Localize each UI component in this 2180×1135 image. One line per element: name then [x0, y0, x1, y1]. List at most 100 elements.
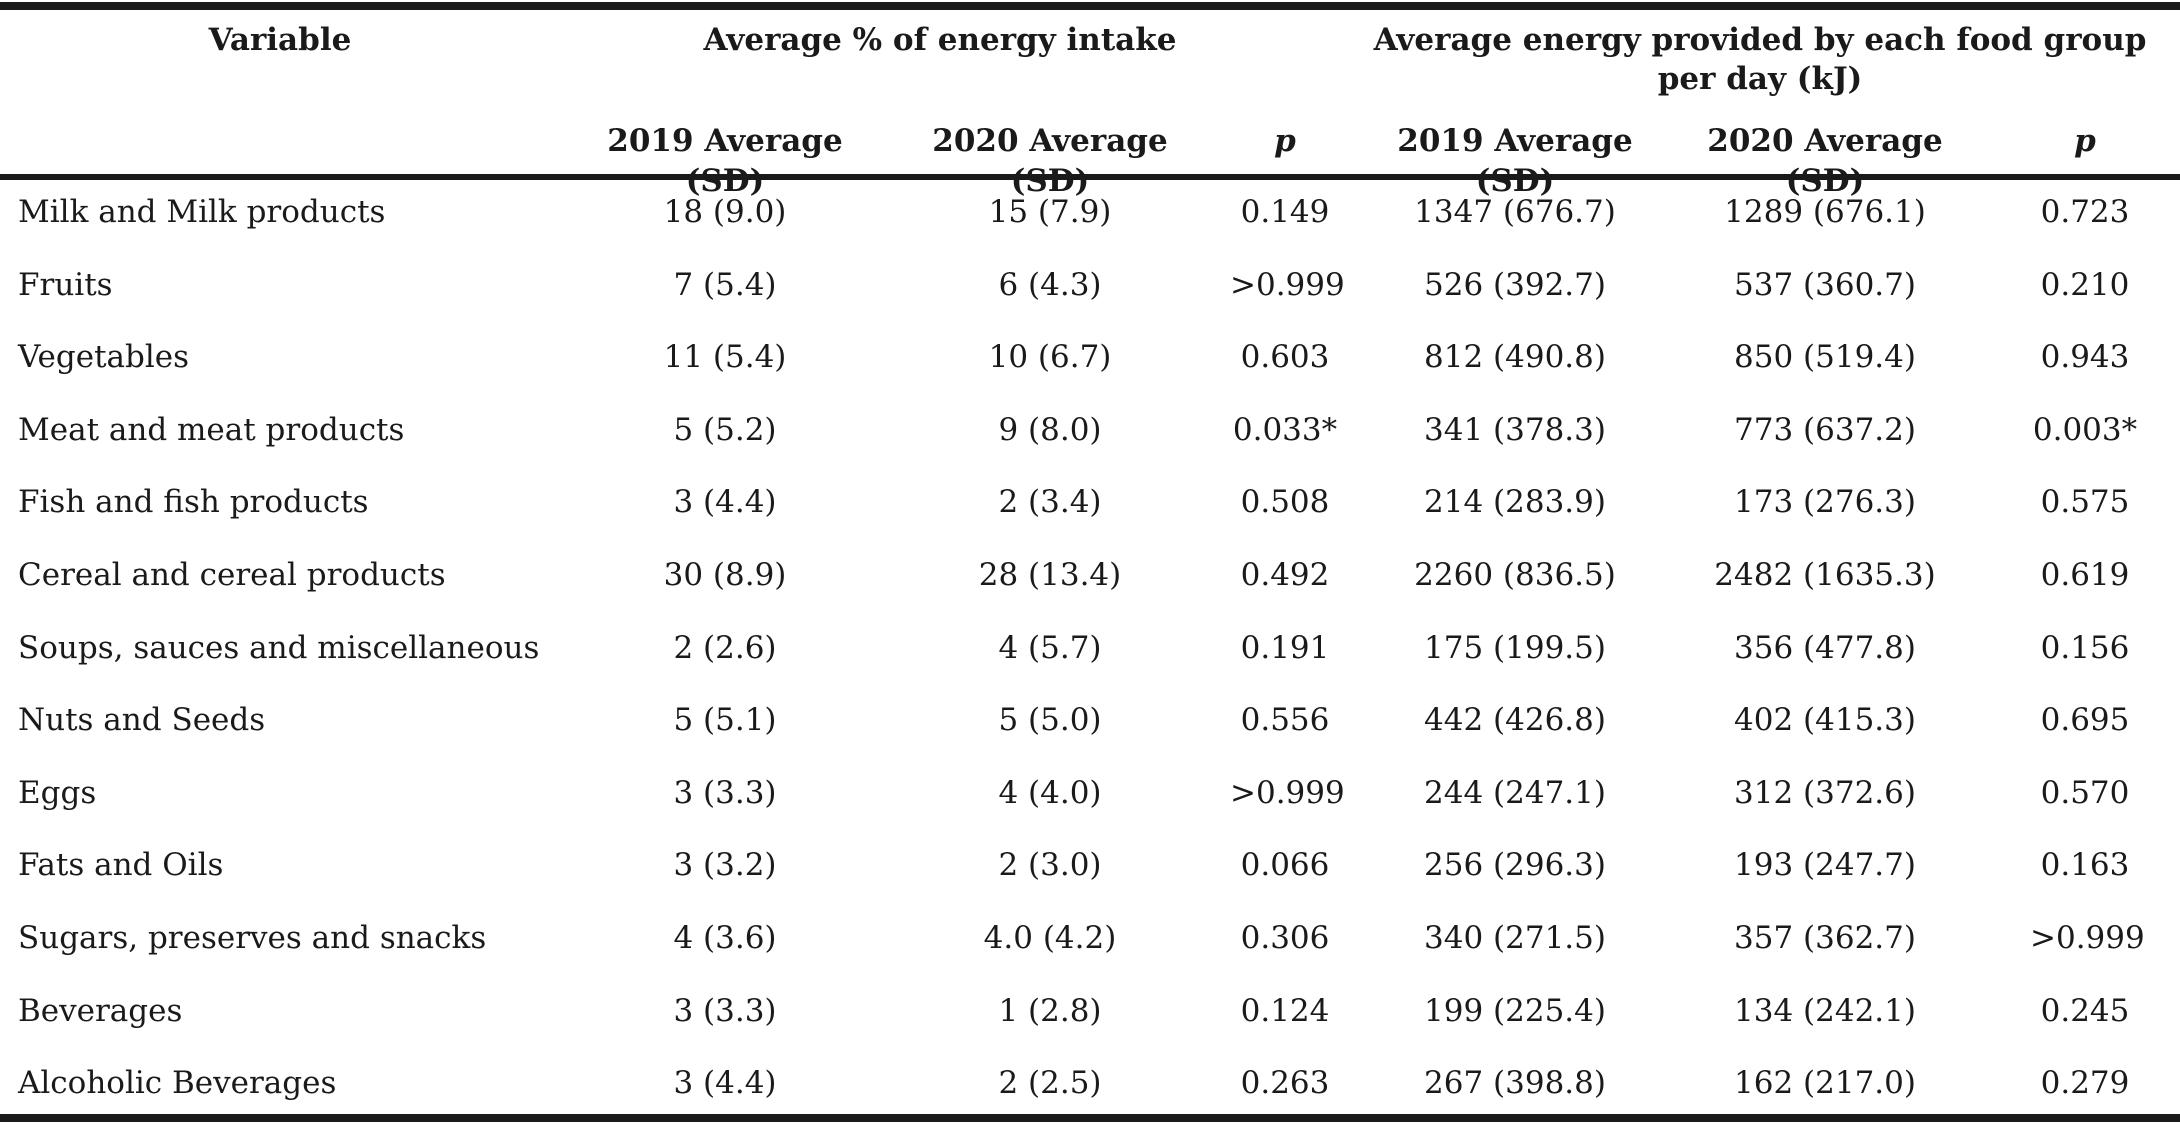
row-cell-c3: 0.066: [1240, 847, 1330, 883]
table-row: Meat and meat products 5 (5.2) 9 (8.0) 0.03…: [0, 410, 2180, 482]
row-cell-c3: 0.492: [1240, 557, 1330, 593]
row-cell-c5: 1289 (676.1): [1724, 194, 1926, 230]
row-cell-c1: 3 (3.2): [673, 847, 777, 883]
row-cell-c5: 173 (276.3): [1734, 484, 1916, 520]
row-cell-c2: 2 (3.4): [998, 484, 1102, 520]
row-cell-c3: 0.124: [1240, 993, 1330, 1029]
row-cell-c6: 0.570: [2040, 775, 2130, 811]
row-cell-c1: 5 (5.1): [673, 702, 777, 738]
row-variable: Eggs: [18, 775, 97, 811]
row-cell-c4: 175 (199.5): [1424, 630, 1606, 666]
row-cell-c2: 15 (7.9): [988, 194, 1112, 230]
row-cell-c3: >0.999: [1230, 267, 1345, 303]
row-cell-c5: 402 (415.3): [1734, 702, 1916, 738]
row-cell-c6: 0.619: [2040, 557, 2130, 593]
row-cell-c2: 2 (2.5): [998, 1065, 1102, 1101]
row-cell-c5: 193 (247.7): [1734, 847, 1916, 883]
row-variable: Fish and fish products: [18, 484, 369, 520]
row-cell-c4: 341 (378.3): [1424, 412, 1606, 448]
row-cell-c3: 0.149: [1240, 194, 1330, 230]
row-cell-c6: 0.156: [2040, 630, 2130, 666]
row-cell-c2: 4 (4.0): [998, 775, 1102, 811]
header-group-energy-kj-line1: Average energy provided by each food gro…: [1373, 22, 2147, 58]
row-variable: Milk and Milk products: [18, 194, 386, 230]
table-top-rule: [0, 2, 2180, 10]
row-cell-c6: 0.210: [2040, 267, 2130, 303]
row-cell-c3: 0.306: [1240, 920, 1330, 956]
row-cell-c1: 5 (5.2): [673, 412, 777, 448]
row-cell-c3: 0.263: [1240, 1065, 1330, 1101]
row-cell-c3: 0.603: [1240, 339, 1330, 375]
table-row: Soups, sauces and miscellaneous 2 (2.6) 4 …: [0, 628, 2180, 700]
subheader-p-percent: p: [1274, 123, 1296, 159]
row-cell-c6: 0.943: [2040, 339, 2130, 375]
row-cell-c2: 9 (8.0): [998, 412, 1102, 448]
row-cell-c1: 30 (8.9): [663, 557, 787, 593]
header-variable: Variable: [208, 22, 352, 58]
row-cell-c1: 18 (9.0): [663, 194, 787, 230]
row-cell-c5: 162 (217.0): [1734, 1065, 1916, 1101]
row-cell-c5: 850 (519.4): [1734, 339, 1916, 375]
row-cell-c4: 340 (271.5): [1424, 920, 1606, 956]
row-cell-c2: 6 (4.3): [998, 267, 1102, 303]
table-row: Cereal and cereal products 30 (8.9) 28 (13…: [0, 555, 2180, 627]
table-row: Eggs 3 (3.3) 4 (4.0) >0.999 244 (247.1) 312 (…: [0, 773, 2180, 845]
subheader-2019-kj: 2019 Average (SD): [1397, 123, 1633, 199]
row-cell-c5: 312 (372.6): [1734, 775, 1916, 811]
row-cell-c5: 357 (362.7): [1734, 920, 1916, 956]
header-group-percent-energy: Average % of energy intake: [703, 22, 1177, 58]
subheader-p-kj: p: [2074, 123, 2096, 159]
row-cell-c2: 28 (13.4): [978, 557, 1122, 593]
row-cell-c6: 0.245: [2040, 993, 2130, 1029]
row-cell-c2: 2 (3.0): [998, 847, 1102, 883]
table-bottom-rule: [0, 1114, 2180, 1122]
row-cell-c2: 5 (5.0): [998, 702, 1102, 738]
table-row: Sugars, preserves and snacks 4 (3.6) 4.0 (…: [0, 918, 2180, 990]
row-cell-c1: 3 (3.3): [673, 775, 777, 811]
row-cell-c1: 3 (3.3): [673, 993, 777, 1029]
table-row: Milk and Milk products 18 (9.0) 15 (7.9) 0.…: [0, 192, 2180, 264]
table-row: Vegetables 11 (5.4) 10 (6.7) 0.603 812 (490.…: [0, 337, 2180, 409]
row-cell-c4: 812 (490.8): [1424, 339, 1606, 375]
row-cell-c5: 773 (637.2): [1734, 412, 1916, 448]
row-cell-c3: >0.999: [1230, 775, 1345, 811]
row-cell-c6: 0.003*: [2032, 412, 2138, 448]
row-cell-c1: 3 (4.4): [673, 1065, 777, 1101]
row-cell-c4: 2260 (836.5): [1414, 557, 1616, 593]
row-variable: Beverages: [18, 993, 183, 1029]
row-cell-c2: 1 (2.8): [998, 993, 1102, 1029]
row-cell-c2: 4 (5.7): [998, 630, 1102, 666]
row-cell-c3: 0.191: [1240, 630, 1330, 666]
table-row: Fats and Oils 3 (3.2) 2 (3.0) 0.066 256 (296…: [0, 845, 2180, 917]
row-variable: Nuts and Seeds: [18, 702, 266, 738]
row-cell-c1: 3 (4.4): [673, 484, 777, 520]
row-cell-c5: 537 (360.7): [1734, 267, 1916, 303]
row-variable: Sugars, preserves and snacks: [18, 920, 487, 956]
row-cell-c5: 2482 (1635.3): [1714, 557, 1936, 593]
row-variable: Fruits: [18, 267, 113, 303]
row-cell-c1: 4 (3.6): [673, 920, 777, 956]
row-cell-c1: 7 (5.4): [673, 267, 777, 303]
header-group-energy-kj-line2: per day (kJ): [1657, 61, 1863, 97]
row-cell-c4: 1347 (676.7): [1414, 194, 1616, 230]
table-row: Beverages 3 (3.3) 1 (2.8) 0.124 199 (225.4) 1…: [0, 991, 2180, 1063]
subheader-2019-percent: 2019 Average (SD): [607, 123, 843, 199]
table-row: Nuts and Seeds 5 (5.1) 5 (5.0) 0.556 442 (42…: [0, 700, 2180, 772]
row-cell-c6: >0.999: [2030, 920, 2145, 956]
row-variable: Soups, sauces and miscellaneous: [18, 630, 540, 666]
row-cell-c4: 256 (296.3): [1424, 847, 1606, 883]
row-cell-c5: 134 (242.1): [1734, 993, 1916, 1029]
table-header-rule: [0, 174, 2180, 180]
table-row: Fish and fish products 3 (4.4) 2 (3.4) 0.50…: [0, 482, 2180, 554]
row-cell-c2: 4.0 (4.2): [983, 920, 1117, 956]
row-cell-c4: 526 (392.7): [1424, 267, 1606, 303]
row-cell-c6: 0.723: [2040, 194, 2130, 230]
row-cell-c4: 214 (283.9): [1424, 484, 1606, 520]
row-cell-c2: 10 (6.7): [988, 339, 1112, 375]
row-cell-c1: 2 (2.6): [673, 630, 777, 666]
row-cell-c1: 11 (5.4): [663, 339, 787, 375]
table-row: Alcoholic Beverages 3 (4.4) 2 (2.5) 0.263 26…: [0, 1063, 2180, 1135]
row-cell-c6: 0.695: [2040, 702, 2130, 738]
row-cell-c6: 0.279: [2040, 1065, 2130, 1101]
row-variable: Fats and Oils: [18, 847, 224, 883]
